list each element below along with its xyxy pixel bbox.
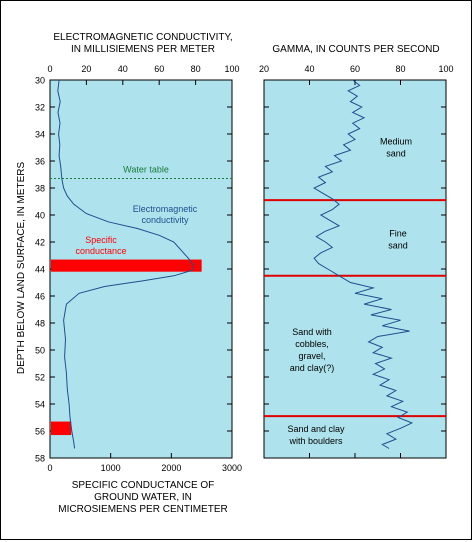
left-bottom-axis-title-line2: GROUND WATER, IN [94, 492, 192, 503]
y-tick-label: 46 [35, 292, 45, 302]
y-tick-label: 40 [35, 211, 45, 221]
left-bottom-tick-label: 2000 [161, 463, 181, 473]
left-bottom-axis-title-line1: SPECIFIC CONDUCTANCE OF [72, 480, 215, 491]
left-top-tick-label: 80 [191, 64, 201, 74]
y-tick-label: 54 [35, 400, 45, 410]
left-top-tick-label: 100 [224, 64, 239, 74]
left-top-tick-label: 20 [81, 64, 91, 74]
specific-conductance-bar-2 [51, 421, 72, 436]
left-top-axis-title-line1: ELECTROMAGNETIC CONDUCTIVITY, [53, 32, 232, 43]
unit-label: Medium [380, 137, 412, 147]
right-top-tick-label: 40 [304, 64, 314, 74]
right-plot-area [263, 79, 447, 459]
sc-series-label-line1: Specific [85, 235, 117, 245]
left-bottom-axis-title-line3: MICROSIEMENS PER CENTIMETER [58, 504, 227, 515]
sc-series-label-line2: conductance [75, 246, 126, 256]
left-top-tick-label: 0 [47, 64, 52, 74]
y-tick-label: 44 [35, 265, 45, 275]
gamma-line [313, 79, 414, 449]
unit-label: sand [388, 240, 408, 250]
right-top-tick-label: 20 [259, 64, 269, 74]
specific-conductance-bar-1 [51, 259, 202, 272]
left-bottom-tick-label: 0 [47, 463, 52, 473]
em-series-label-line1: Electromagnetic [133, 204, 198, 214]
left-top-tick-label: 60 [154, 64, 164, 74]
y-tick-label: 36 [35, 157, 45, 167]
unit-label: cobbles, [295, 339, 329, 349]
em-series-label-line2: conductivity [141, 215, 189, 225]
y-tick-label: 38 [35, 184, 45, 194]
right-top-axis-title: GAMMA, IN COUNTS PER SECOND [272, 44, 439, 55]
y-tick-label: 48 [35, 319, 45, 329]
left-top-axis-title-line2: IN MILLISIEMENS PER METER [71, 44, 215, 55]
em-conductivity-line [57, 79, 195, 449]
water-table-label: Water table [123, 165, 169, 175]
unit-label: with boulders [288, 436, 343, 446]
y-tick-label: 34 [35, 130, 45, 140]
right-top-tick-label: 80 [395, 64, 405, 74]
y-tick-label: 52 [35, 373, 45, 383]
unit-label: and clay(?) [290, 363, 335, 373]
unit-label: gravel, [298, 351, 325, 361]
y-tick-label: 32 [35, 103, 45, 113]
y-tick-label: 56 [35, 427, 45, 437]
y-tick-label: 58 [35, 454, 45, 464]
y-tick-label: 50 [35, 346, 45, 356]
left-bottom-tick-label: 3000 [222, 463, 242, 473]
y-axis-label: DEPTH BELOW LAND SURFACE, IN METERS [16, 162, 27, 375]
right-top-tick-label: 100 [438, 64, 453, 74]
y-tick-label: 30 [35, 76, 45, 86]
unit-label: sand [386, 149, 406, 159]
unit-label: Sand with [292, 327, 332, 337]
unit-label: Sand and clay [287, 424, 345, 434]
y-tick-label: 42 [35, 238, 45, 248]
left-top-tick-label: 40 [118, 64, 128, 74]
unit-label: Fine [389, 228, 407, 238]
right-top-tick-label: 60 [350, 64, 360, 74]
left-bottom-tick-label: 1000 [101, 463, 121, 473]
